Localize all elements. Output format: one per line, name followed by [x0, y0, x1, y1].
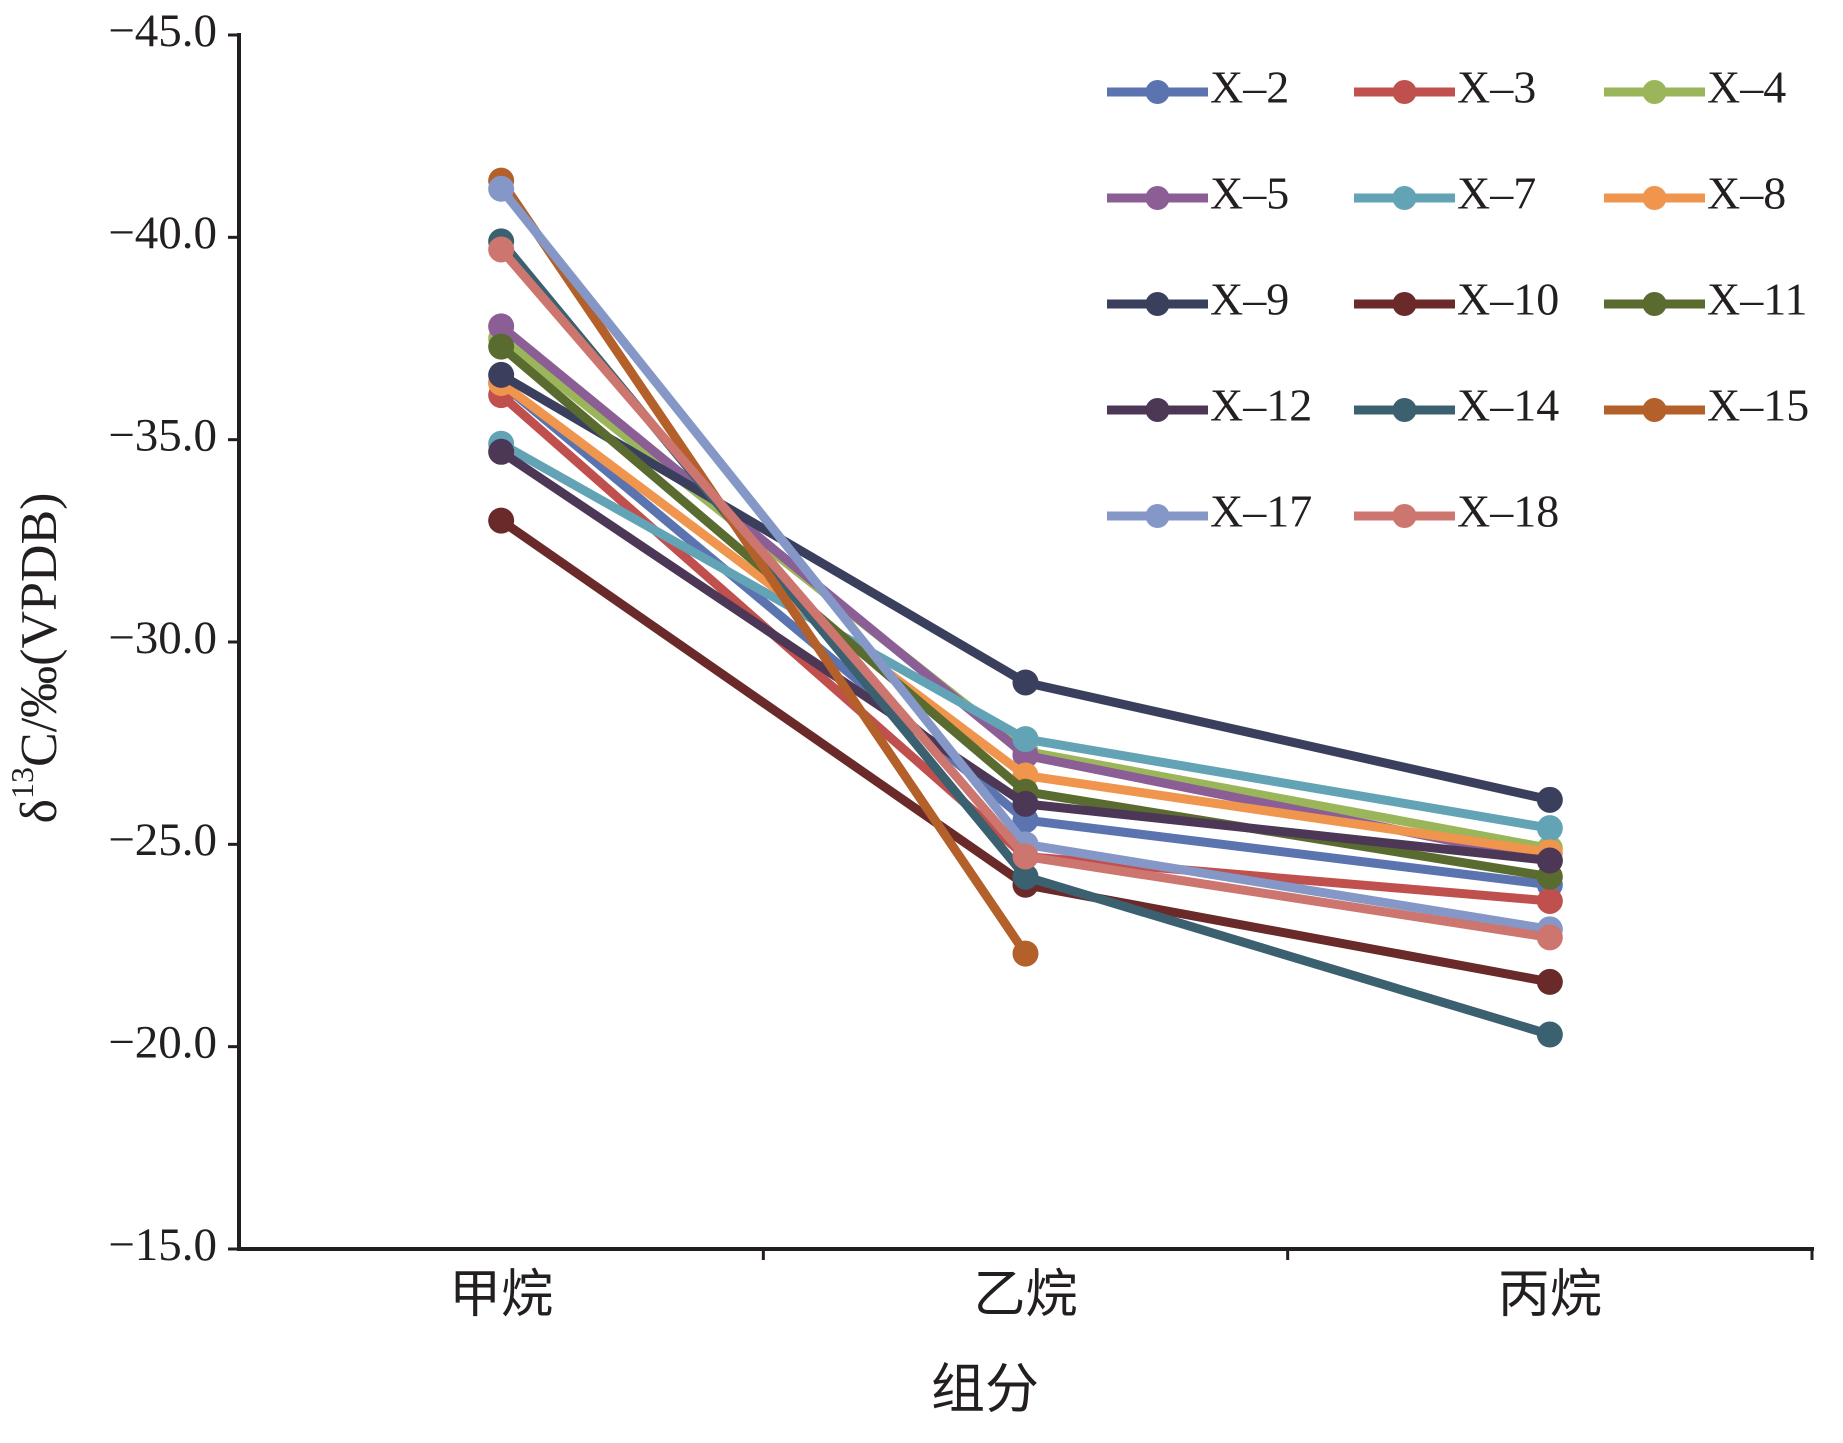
- legend-item: X–10: [1354, 274, 1559, 325]
- y-tick-label: −15.0: [108, 1219, 217, 1271]
- legend-label: X–12: [1210, 380, 1312, 431]
- data-point: [1536, 847, 1563, 874]
- axes: [237, 33, 1814, 1251]
- legend-swatch-marker: [1392, 504, 1417, 528]
- legend-swatch-marker: [1145, 398, 1170, 422]
- legend-swatch-marker: [1642, 80, 1667, 104]
- x-tick-label: 甲烷: [449, 1267, 553, 1324]
- legend-swatch-marker: [1392, 80, 1417, 104]
- series-X–7: [488, 430, 1563, 842]
- data-point: [488, 438, 515, 465]
- legend-swatch-marker: [1392, 292, 1417, 316]
- legend-label: X–10: [1457, 274, 1559, 325]
- legend-swatch-marker: [1145, 504, 1170, 528]
- legend-item: X–12: [1107, 380, 1312, 431]
- legend-label: X–4: [1707, 62, 1786, 113]
- y-ticks: −45.0 −40.0 −35.0 −30.0 −25.0 −20.0 −15.0: [108, 5, 239, 1271]
- legend-item: X–8: [1604, 168, 1786, 219]
- data-point: [488, 333, 515, 360]
- series-line: [496, 176, 1030, 959]
- data-point: [1012, 669, 1039, 696]
- series-X–18: [488, 236, 1563, 951]
- data-point: [1536, 887, 1563, 914]
- legend-swatch-marker: [1145, 292, 1170, 316]
- data-point: [1536, 815, 1563, 842]
- y-axis-title: δ13C/‰(VPDB): [4, 493, 68, 824]
- legend-item: X–4: [1604, 62, 1786, 113]
- x-tick-label: 乙烷: [973, 1267, 1077, 1324]
- legend-label: X–2: [1210, 62, 1289, 113]
- legend-item: X–5: [1107, 168, 1289, 219]
- data-point: [1536, 968, 1563, 995]
- data-point: [1012, 863, 1039, 890]
- y-title-superscript: 13: [4, 767, 40, 799]
- series-X–9: [488, 361, 1563, 813]
- legend-item: X–14: [1354, 380, 1559, 431]
- legend-label: X–7: [1457, 168, 1536, 219]
- legend-item: X–11: [1604, 274, 1808, 325]
- legend-label: X–5: [1210, 168, 1289, 219]
- legend-label: X–9: [1210, 274, 1289, 325]
- data-point: [1012, 843, 1039, 870]
- data-point: [488, 313, 515, 340]
- legend-swatch-marker: [1145, 80, 1170, 104]
- y-tick-label: −45.0: [108, 5, 217, 57]
- series-X–14: [488, 228, 1563, 1048]
- series-X–12: [488, 438, 1563, 874]
- data-point: [1536, 786, 1563, 813]
- legend-label: X–15: [1707, 380, 1809, 431]
- legend: X–2 X–3 X–4 X–5 X–7 X–8 X–9 X–10 X–11 X–12 X–14 X–1…: [1107, 62, 1809, 537]
- y-tick-label: −40.0: [108, 207, 217, 259]
- legend-label: X–14: [1457, 380, 1559, 431]
- data-point: [488, 236, 515, 263]
- data-point: [1536, 924, 1563, 951]
- legend-swatch-marker: [1642, 186, 1667, 210]
- y-title-delta: δ: [11, 799, 68, 824]
- legend-item: X–17: [1107, 486, 1312, 537]
- series-group: [488, 167, 1563, 1048]
- x-axis-title: 组分: [931, 1359, 1039, 1419]
- legend-label: X–8: [1707, 168, 1786, 219]
- legend-label: X–3: [1457, 62, 1536, 113]
- legend-swatch-marker: [1392, 398, 1417, 422]
- data-point: [488, 361, 515, 388]
- legend-item: X–7: [1354, 168, 1536, 219]
- x-tick-label: 丙烷: [1498, 1267, 1602, 1324]
- legend-item: X–18: [1354, 486, 1559, 537]
- legend-item: X–9: [1107, 274, 1289, 325]
- legend-item: X–15: [1604, 380, 1809, 431]
- legend-label: X–11: [1707, 274, 1808, 325]
- legend-swatch-marker: [1392, 186, 1417, 210]
- legend-swatch-marker: [1145, 186, 1170, 210]
- y-tick-label: −25.0: [108, 814, 217, 866]
- x-ticks: 甲烷 乙烷 丙烷: [449, 1249, 1814, 1324]
- data-point: [1012, 790, 1039, 817]
- data-point: [1536, 1021, 1563, 1048]
- legend-item: X–3: [1354, 62, 1536, 113]
- legend-swatch-marker: [1642, 292, 1667, 316]
- data-point: [488, 507, 515, 534]
- y-title-rest: C/‰(VPDB): [11, 493, 68, 767]
- y-tick-label: −35.0: [108, 409, 217, 461]
- legend-item: X–2: [1107, 62, 1289, 113]
- legend-label: X–18: [1457, 486, 1559, 537]
- data-point: [1012, 940, 1039, 967]
- y-tick-label: −20.0: [108, 1016, 217, 1068]
- y-tick-label: −30.0: [108, 612, 217, 664]
- data-point: [1012, 726, 1039, 753]
- legend-swatch-marker: [1642, 398, 1667, 422]
- legend-label: X–17: [1210, 486, 1312, 537]
- data-point: [488, 175, 515, 202]
